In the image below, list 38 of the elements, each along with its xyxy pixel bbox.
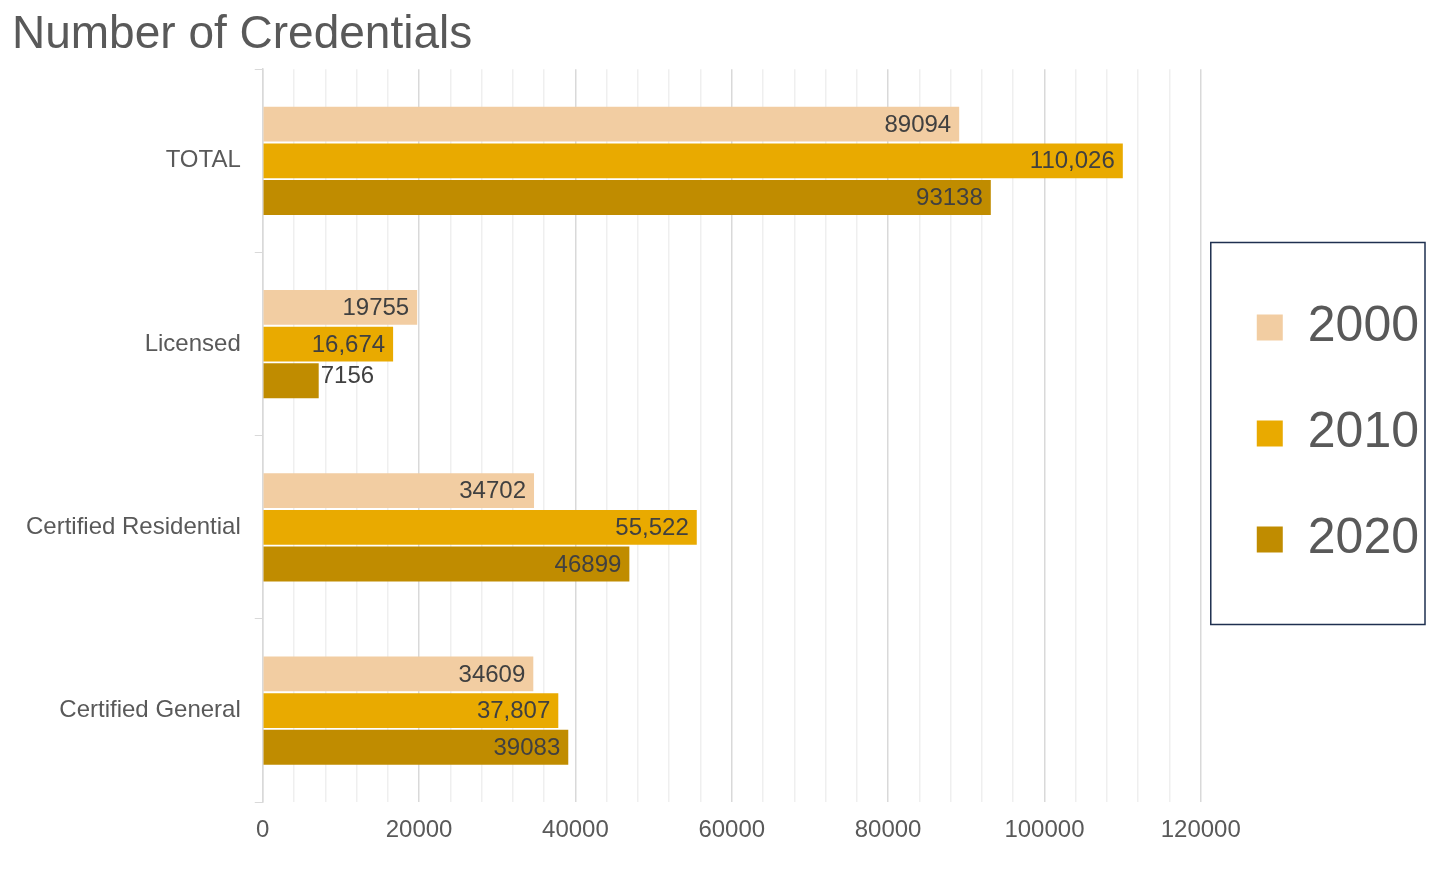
bar bbox=[263, 180, 991, 215]
x-tick-label: 60000 bbox=[698, 815, 766, 843]
x-tick-label: 80000 bbox=[854, 815, 922, 843]
y-tick-label: Licensed bbox=[144, 328, 241, 356]
data-label: 16,674 bbox=[311, 329, 386, 357]
chart-title: Number of Credentials bbox=[12, 6, 473, 59]
data-label: 46899 bbox=[554, 549, 622, 577]
data-label: 39083 bbox=[493, 732, 561, 760]
bar bbox=[263, 656, 534, 692]
bar bbox=[263, 693, 559, 728]
x-tick-label: 20000 bbox=[385, 815, 453, 843]
bar bbox=[263, 729, 569, 765]
data-label: 34609 bbox=[458, 659, 526, 687]
data-label: 55,522 bbox=[615, 512, 689, 540]
x-tick-label: 120000 bbox=[1160, 815, 1241, 843]
bar bbox=[263, 363, 319, 399]
data-label: 19755 bbox=[342, 293, 410, 321]
bar bbox=[263, 106, 960, 142]
y-tick-label: Certified General bbox=[59, 695, 241, 723]
bar bbox=[263, 473, 535, 509]
legend-label: 2010 bbox=[1307, 402, 1419, 459]
y-tick-label: TOTAL bbox=[165, 145, 241, 173]
bar bbox=[263, 509, 697, 545]
data-label: 37,807 bbox=[476, 696, 551, 724]
bar bbox=[263, 143, 1123, 179]
data-label: 110,026 bbox=[1029, 146, 1115, 174]
legend-label: 2020 bbox=[1307, 508, 1419, 565]
data-label: 93138 bbox=[916, 183, 983, 211]
x-tick-label: 40000 bbox=[542, 815, 609, 843]
data-label: 34702 bbox=[459, 476, 527, 504]
bar bbox=[263, 546, 630, 582]
x-tick-label: 100000 bbox=[1004, 815, 1085, 843]
data-label: 89094 bbox=[884, 109, 952, 137]
legend-label: 2000 bbox=[1307, 296, 1419, 353]
y-tick-label: Certified Residential bbox=[25, 511, 241, 539]
x-tick-label: 0 bbox=[256, 815, 270, 843]
data-label: 7156 bbox=[320, 361, 375, 389]
bar bbox=[263, 290, 418, 325]
